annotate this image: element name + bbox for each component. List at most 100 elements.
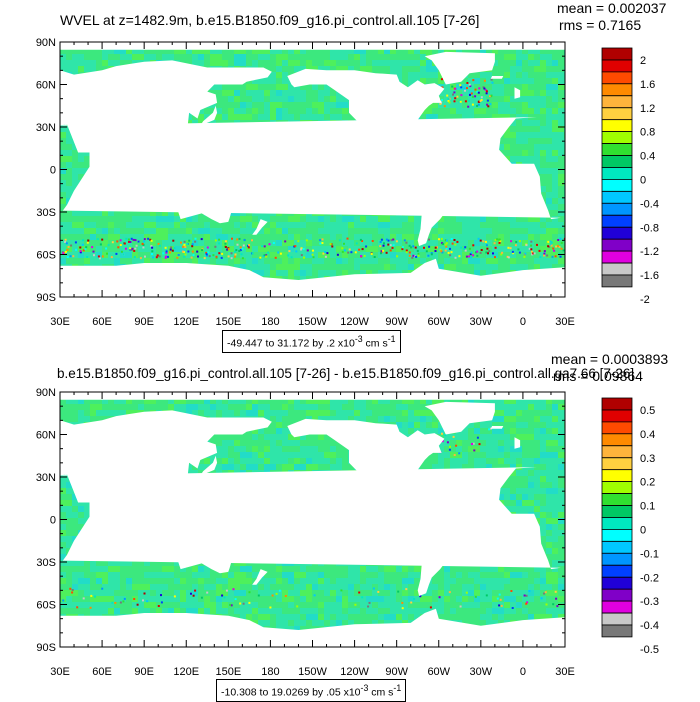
x-tick-label: 180 [261,316,279,328]
land-antarctica [60,608,565,647]
colorbar-label: 1.6 [640,79,655,91]
colorbar-swatch [601,190,633,204]
colorbar-swatch [601,262,633,276]
colorbar-label: 0 [640,174,646,186]
land-indonesia-b [170,509,185,526]
colorbar: 0.5 0.4 0.3 0.2 0.1 0 -0.1 -0.2 -0.3 -0.4 -0.5 [601,397,659,656]
x-tick-label: 150W [298,666,327,678]
colorbar-label: 0.8 [640,127,655,139]
land-australia [177,535,233,574]
colorbar-swatch [601,564,633,578]
land-uk [514,437,521,449]
land-indonesia-a [151,162,167,178]
y-tick-label: 0 [50,515,56,527]
colorbar-label: -0.2 [640,572,659,584]
x-tick-label: 0 [520,666,526,678]
y-tick-label: 60S [36,600,56,612]
land-eurasia [60,60,272,167]
land-indonesia-a [151,512,167,528]
colorbar-swatch [601,481,633,494]
colorbar-swatch [601,600,633,614]
colorbar-swatch [601,226,633,240]
colorbar-swatch [601,433,633,447]
colorbar-swatch [601,624,633,638]
x-tick-label: 90E [134,666,154,678]
land-north-america [287,68,445,159]
colorbar-label: -1.6 [640,270,659,282]
top-range-text: -49.447 to 31.172 by .2 x10 [227,337,355,350]
colorbar: 2 1.6 1.2 0.8 0.4 0 -0.4 -0.8 -1.2 -1.6 -2 [601,47,659,306]
x-tick-label: 30E [50,666,70,678]
colorbar-swatch [601,528,633,542]
x-tick-label: 120E [173,666,199,678]
land-japan [200,455,218,476]
colorbar-label: -0.1 [640,548,659,560]
bottom-range-exponent: -3 [360,683,369,693]
y-tick-label: 90S [36,642,56,654]
colorbar-swatch [601,505,633,518]
colorbar-swatch [601,588,633,602]
top-range-unit: cm s [362,337,388,350]
top-plot-title: WVEL at z=1482.9m, b.e15.B1850.f09_g16.p… [60,12,480,28]
colorbar-swatch [601,517,633,530]
colorbar-swatch [601,469,633,482]
colorbar-swatch [601,409,633,423]
colorbar-swatch [601,131,633,144]
x-tick-label: 30W [470,666,493,678]
x-tick-label: 180 [261,666,279,678]
land-indonesia-b [170,159,185,176]
land-new-guinea [201,520,229,533]
colorbar-swatch [601,59,633,73]
y-tick-label: 90S [36,292,56,304]
colorbar-swatch [601,238,633,252]
x-tick-label: 120E [173,316,199,328]
x-tick-label: 30E [50,316,70,328]
land-greenland [424,51,495,85]
y-tick-label: 30N [36,472,56,484]
x-tick-label: 90W [385,316,408,328]
land-new-zealand [252,569,268,585]
x-tick-label: 30W [470,316,493,328]
colorbar-label: 0.5 [640,405,655,417]
y-tick-label: 90N [36,387,56,399]
x-tick-label: 30E [555,666,575,678]
colorbar-swatch [601,95,633,109]
y-tick-label: 30N [36,122,56,134]
land-antarctica [60,258,565,297]
colorbar-label: 0.3 [640,453,655,465]
bottom-map-plot: 90N 60N 30N 0 30S 60S 90S 30E 60E 90E 120E 150E 180 1… [36,387,659,678]
top-map-plot: 90N 60N 30N 0 30S 60S 90S 30E 60E 90E 120E 150E 180 1… [36,37,659,328]
colorbar-label: -0.5 [640,644,659,656]
colorbar-swatch [601,119,633,132]
y-tick-label: 60S [36,250,56,262]
colorbar-swatch [601,397,633,411]
x-tick-label: 60E [92,666,112,678]
colorbar-swatch [601,493,633,506]
colorbar-label: -0.4 [640,620,659,632]
x-tick-label: 90W [385,666,408,678]
bottom-range-unit-exponent: -1 [393,683,402,693]
colorbar-label: 2 [640,55,646,67]
colorbar-swatch [601,250,633,264]
colorbar-swatch [601,47,633,61]
x-tick-label: 60W [427,666,450,678]
colorbar-label: -0.4 [640,198,659,210]
land-iceland [490,76,504,79]
colorbar-swatch [601,155,633,168]
land-japan [200,105,218,126]
land-iceland [490,426,504,429]
y-tick-label: 90N [36,37,56,49]
colorbar-swatch [601,71,633,85]
x-tick-label: 150W [298,316,327,328]
colorbar-label: -1.2 [640,246,659,258]
land-south-america [409,503,474,596]
land-new-zealand [252,219,268,235]
x-tick-label: 30E [555,316,575,328]
bottom-mean-text: mean = 0.0003893 [551,351,669,367]
x-tick-label: 60W [427,316,450,328]
colorbar-swatch [601,83,633,97]
bottom-rms-text: rms = 0.09864 [553,368,643,384]
bottom-range-unit: cm s [368,686,394,699]
x-tick-label: 120W [340,316,369,328]
colorbar-label: -0.3 [640,596,659,608]
